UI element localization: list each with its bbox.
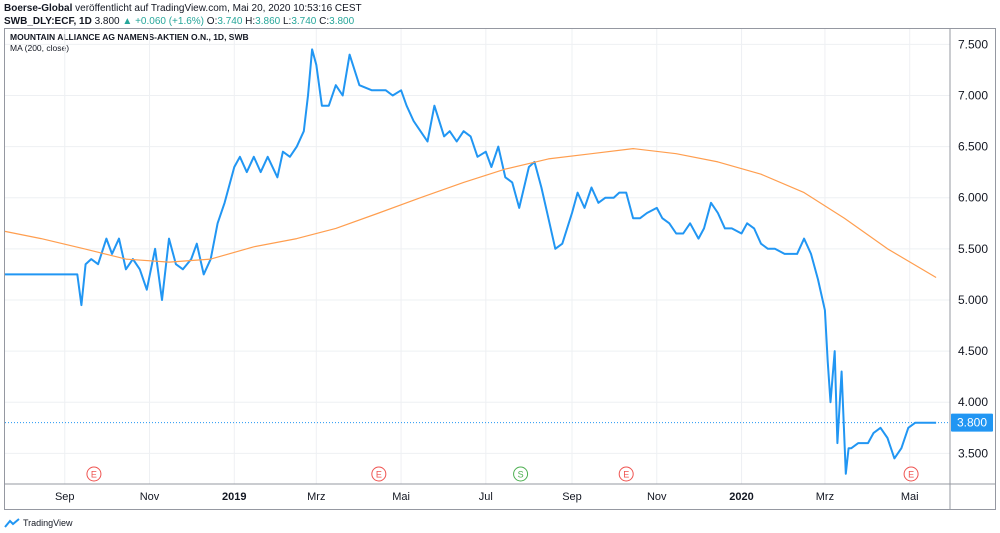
earnings-event-marker (371, 466, 387, 482)
earnings-event-label: E (376, 470, 382, 480)
x-tick-label: Sep (562, 491, 582, 503)
y-tick-label: 4.500 (958, 344, 988, 358)
chart-frame[interactable] (4, 28, 996, 510)
x-tick-label: Mrz (816, 491, 834, 503)
y-tick-label: 6.500 (958, 140, 988, 154)
earnings-event-label: E (908, 470, 914, 480)
split-event-label: S (518, 470, 524, 480)
earnings-event-marker (618, 466, 634, 482)
last-price-badge (951, 413, 993, 432)
ohlc-legend: SWB_DLY:ECF, 1D 3.800 ▲ +0.060 (+1.6%) O… (4, 15, 354, 28)
publisher-name: Boerse-Global (4, 3, 73, 14)
symbol-label: SWB_DLY:ECF, 1D (4, 16, 92, 27)
y-tick-label: 3.500 (958, 446, 988, 460)
x-tick-label: Mrz (307, 491, 325, 503)
footer: TradingView (4, 515, 73, 531)
change-text: +0.060 (+1.6%) (135, 16, 205, 27)
close-label: C: (319, 16, 330, 27)
high-label: H: (245, 16, 256, 27)
earnings-event-label: E (623, 470, 629, 480)
y-tick-label: 5.000 (958, 293, 988, 307)
published-text: veröffentlicht auf TradingView.com, Mai … (75, 3, 362, 14)
close-value: 3.800 (329, 16, 355, 27)
chart-caption: Boerse-Global veröffentlicht auf Trading… (4, 2, 362, 15)
y-tick-label: 6.000 (958, 191, 988, 205)
last-price-badge-label: 3.800 (957, 416, 987, 430)
x-tick-label: 2019 (222, 491, 246, 503)
y-tick-label: 7.000 (958, 88, 988, 102)
x-tick-label: Mai (392, 491, 410, 503)
series-line-close (5, 48, 937, 475)
high-value: 3.860 (255, 16, 281, 27)
chart-title: MOUNTAIN ALLIANCE AG NAMENS-AKTIEN O.N.,… (10, 32, 249, 42)
last-price-text: 3.800 (94, 16, 120, 27)
y-tick-label: 5.500 (958, 242, 988, 256)
low-value: 3.740 (291, 16, 317, 27)
y-tick-label: 7.500 (958, 37, 988, 51)
tradingview-logo-icon (4, 518, 20, 528)
x-tick-label: Jul (479, 491, 493, 503)
open-label: O: (206, 16, 218, 27)
x-tick-label: Nov (647, 491, 667, 503)
y-tick-label: 4.000 (958, 395, 988, 409)
brand-name: TradingView (23, 518, 73, 528)
low-label: L: (282, 16, 292, 27)
open-value: 3.740 (217, 16, 243, 27)
x-tick-label: Sep (55, 491, 75, 503)
earnings-event-marker (903, 466, 919, 482)
x-tick-label: Nov (140, 491, 160, 503)
earnings-event-label: E (91, 470, 97, 480)
ma-indicator-label: MA (200, close) (10, 43, 69, 53)
up-arrow-icon: ▲ (122, 16, 133, 27)
earnings-event-marker (86, 466, 102, 482)
series-line-ma200 (4, 148, 937, 279)
split-event-marker (513, 466, 529, 482)
x-tick-label: Mai (901, 491, 919, 503)
x-tick-label: 2020 (729, 491, 753, 503)
